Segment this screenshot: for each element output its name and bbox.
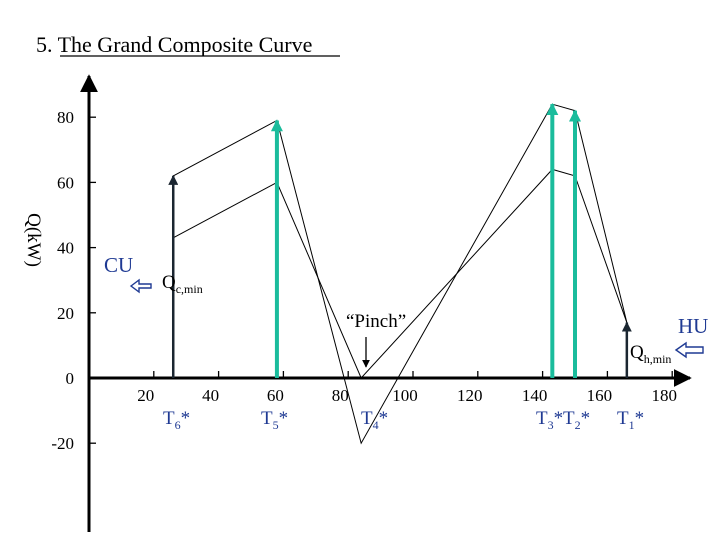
x-tick-label: 160 — [587, 386, 613, 405]
hollow-arrow-icon-hot — [674, 341, 704, 359]
temp-label-t1: T1* — [617, 408, 644, 432]
y-tick-label: 80 — [57, 108, 74, 127]
curves — [172, 103, 628, 445]
y-ticks: 80 60 40 20 0 -20 — [51, 108, 96, 453]
vertical-arrows — [168, 102, 632, 378]
x-tick-label: 100 — [392, 386, 418, 405]
y-tick-label: 20 — [57, 304, 74, 323]
q-hot-min-label: Qh,min — [630, 342, 671, 366]
cold-utility-label: CU — [104, 253, 133, 277]
y-tick-label: -20 — [51, 434, 74, 453]
temp-label-t6: T6* — [163, 408, 190, 432]
x-tick-label: 20 — [137, 386, 154, 405]
y-tick-label: 40 — [57, 239, 74, 258]
x-tick-label: 120 — [457, 386, 483, 405]
y-tick-label: 60 — [57, 173, 74, 192]
hollow-arrow-icon-cold — [129, 278, 152, 294]
grand-composite-curve-inner — [173, 168, 628, 379]
x-tick-label: 180 — [651, 386, 677, 405]
x-tick-label: 40 — [202, 386, 219, 405]
pinch-label: “Pinch” — [346, 311, 406, 332]
y-axis-label: Q(kW) — [23, 213, 44, 267]
temp-label-t2: T2* — [563, 408, 590, 432]
temp-label-t5: T5* — [261, 408, 288, 432]
q-cold-min-label: Qc,min — [162, 272, 203, 296]
x-tick-label: 80 — [332, 386, 349, 405]
axes: 80 60 40 20 0 -20 20 40 60 80 100 120 140 160 180 — [51, 74, 692, 532]
x-ticks: 20 40 60 80 100 120 140 160 180 — [137, 371, 677, 405]
x-tick-label: 140 — [522, 386, 548, 405]
slide-title: 5. The Grand Composite Curve — [36, 32, 312, 57]
temp-label-t4: T4* — [361, 408, 388, 432]
y-tick-label: 0 — [66, 369, 75, 388]
temp-label-t3: T3* — [536, 408, 563, 432]
hot-utility-label: HU — [678, 314, 708, 338]
x-tick-label: 60 — [267, 386, 284, 405]
